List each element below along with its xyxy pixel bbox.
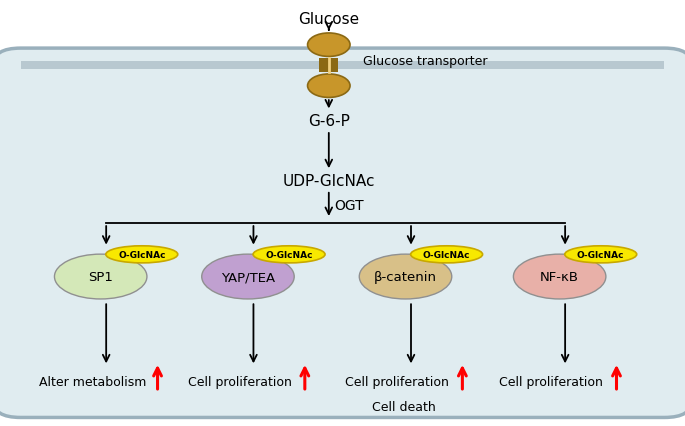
Text: SP1: SP1 [88,271,113,283]
Text: O-GlcNAc: O-GlcNAc [118,250,166,259]
Text: Glucose transporter: Glucose transporter [363,55,488,68]
Text: Glucose: Glucose [298,12,360,27]
Ellipse shape [411,246,482,263]
Ellipse shape [564,246,636,263]
Bar [319,59,338,73]
Ellipse shape [105,246,177,263]
Text: Cell proliferation: Cell proliferation [345,375,449,388]
Text: YAP/TEA: YAP/TEA [221,271,275,283]
Text: O-GlcNAc: O-GlcNAc [577,250,625,259]
Text: Alter metabolism: Alter metabolism [39,375,146,388]
FancyBboxPatch shape [0,49,685,417]
Text: β-catenin: β-catenin [374,271,437,283]
Bar [21,62,664,70]
Ellipse shape [514,255,606,299]
Ellipse shape [308,34,350,57]
Text: O-GlcNAc: O-GlcNAc [265,250,313,259]
Ellipse shape [201,255,294,299]
Text: Cell death: Cell death [372,400,436,413]
Ellipse shape [308,75,350,98]
Text: O-GlcNAc: O-GlcNAc [423,250,471,259]
Ellipse shape [253,246,325,263]
Text: Cell proliferation: Cell proliferation [188,375,292,388]
Text: OGT: OGT [334,199,364,213]
Text: NF-κB: NF-κB [540,271,579,283]
Text: Cell proliferation: Cell proliferation [499,375,603,388]
Text: UDP-GlcNAc: UDP-GlcNAc [282,173,375,189]
Ellipse shape [54,255,147,299]
Text: G-6-P: G-6-P [308,114,350,129]
Ellipse shape [359,255,452,299]
